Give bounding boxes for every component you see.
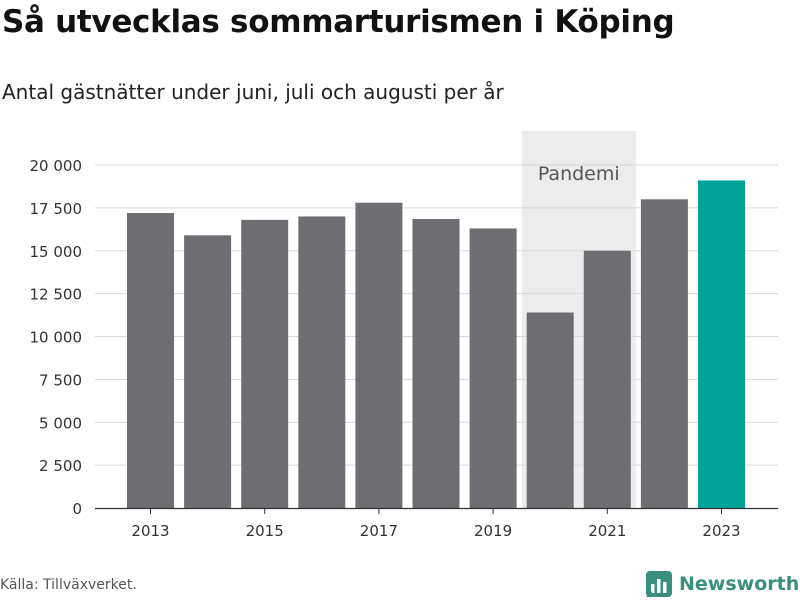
bar (241, 219, 289, 508)
x-tick-label: 2019 (474, 522, 512, 540)
y-tick-label: 7 500 (39, 371, 82, 389)
x-tick-label: 2017 (360, 522, 398, 540)
bar (298, 216, 346, 508)
y-tick-label: 0 (72, 500, 82, 518)
pandemic-label: Pandemi (538, 163, 620, 185)
brand-name: Newsworthy (679, 573, 800, 595)
x-tick-label: 2015 (246, 522, 284, 540)
x-tick-label: 2021 (588, 522, 626, 540)
bar (469, 228, 517, 508)
bar-highlight (698, 180, 745, 508)
y-tick-label: 2 500 (39, 457, 82, 475)
chart-title: Så utvecklas sommarturismen i Köping (2, 4, 675, 40)
newsworthy-logo-icon (646, 571, 672, 597)
y-tick-label: 15 000 (30, 243, 83, 261)
bar (526, 312, 574, 508)
y-tick-label: 20 000 (30, 157, 83, 175)
y-tick-label: 17 500 (30, 200, 83, 218)
bar (640, 199, 688, 509)
chart-subtitle: Antal gästnätter under juni, juli och au… (2, 80, 504, 104)
y-tick-label: 12 500 (30, 286, 83, 304)
bar (583, 250, 631, 508)
bar (355, 202, 403, 509)
x-tick-label: 2023 (702, 522, 740, 540)
bar (184, 235, 232, 508)
source-note: Källa: Tillväxverket. (0, 577, 137, 593)
bar (412, 219, 460, 508)
y-tick-label: 5 000 (39, 414, 82, 432)
brand-logo: Newsworthy (645, 570, 800, 598)
x-tick-label: 2013 (131, 522, 169, 540)
bar (127, 213, 174, 508)
y-tick-label: 10 000 (30, 329, 83, 347)
